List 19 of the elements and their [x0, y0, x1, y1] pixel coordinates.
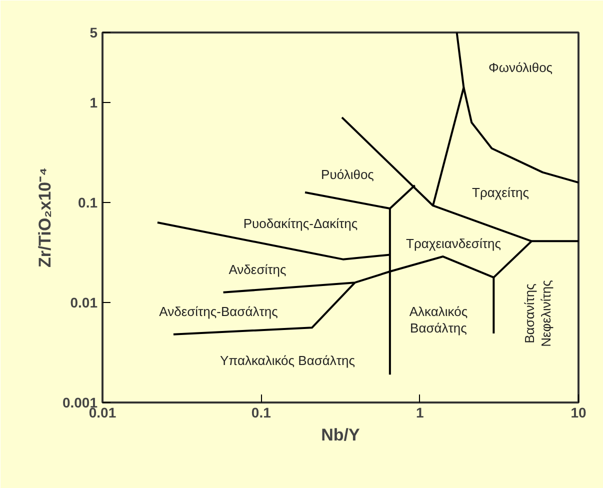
- annotation: Αλκαλικός Βασάλτης: [409, 304, 468, 336]
- annotation: Ρυόλιθος: [321, 167, 374, 182]
- x-axis-title: Nb/Y: [321, 426, 361, 444]
- annotation: Ανδεσίτης-Βασάλτης: [159, 304, 278, 319]
- y-tick-label: 0.1: [78, 194, 98, 210]
- x-tick-label: 1: [416, 404, 424, 420]
- y-tick-label: 0.01: [70, 294, 98, 310]
- x-tick-label: 0.1: [251, 404, 272, 420]
- y-tick-label: 5: [90, 24, 98, 40]
- x-tick-label: 10: [570, 404, 586, 420]
- annotation: Φωνόλιθος: [488, 60, 553, 75]
- annotation: Ρυοδακίτης-Δακίτης: [243, 216, 358, 231]
- annotation: Υπαλκαλικός Βασάλτης: [220, 353, 356, 368]
- annotation: Τραχειανδεσίτης: [406, 236, 501, 251]
- annotation: Βασανίτης Νεφελινίτης: [522, 280, 554, 347]
- annotation: Ανδεσίτης: [228, 262, 286, 277]
- y-axis-title: Zr/TiO₂x10⁻⁴: [35, 167, 54, 268]
- y-tick-label: 1: [90, 94, 98, 110]
- annotation: Τραχείτης: [472, 185, 530, 200]
